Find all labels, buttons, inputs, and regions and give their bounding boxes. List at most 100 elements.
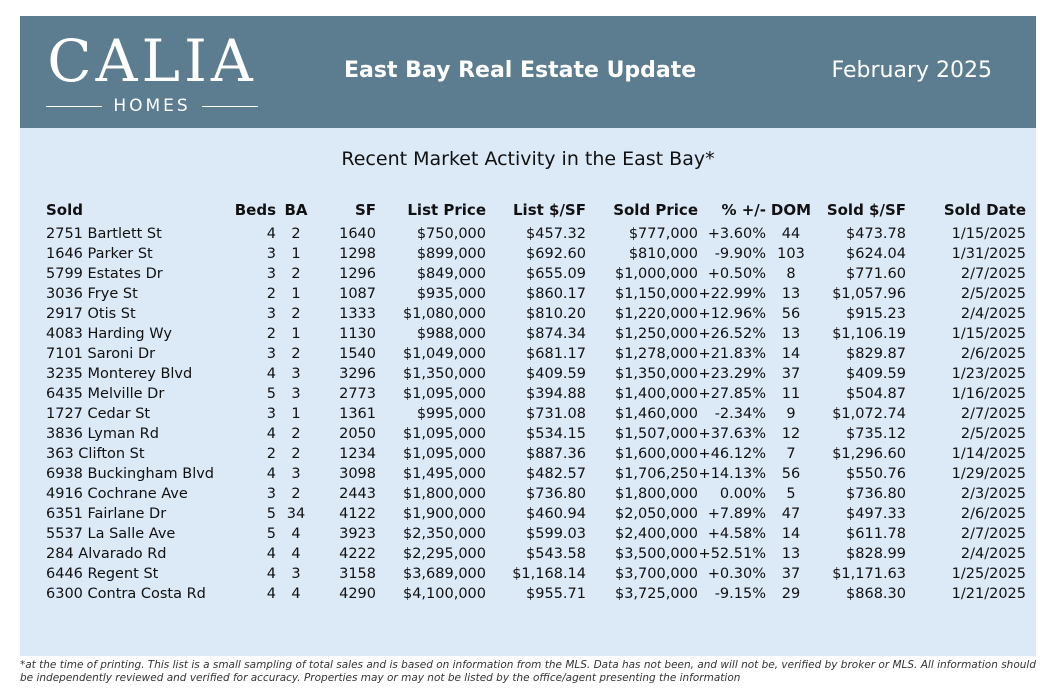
cell-list-price: $4,100,000 xyxy=(402,586,486,602)
cell-sold-date: 2/7/2025 xyxy=(960,406,1026,422)
cell-sold-price: $3,700,000 xyxy=(614,566,698,582)
cell-sold-price: $1,800,000 xyxy=(614,486,698,502)
cell-dom: 13 xyxy=(781,546,801,562)
cell-beds: 2 xyxy=(266,446,276,462)
cell-sf: 4290 xyxy=(339,586,376,602)
cell-list-price: $1,080,000 xyxy=(402,306,486,322)
cell-sold: 4083 Harding Wy xyxy=(46,326,172,342)
table-row: 6300 Contra Costa Rd 4 4 4290 $4,100,000 $955… xyxy=(46,584,1026,604)
column-header-beds: Beds xyxy=(234,201,276,219)
logo-wordmark: CALIA xyxy=(47,27,257,95)
cell-dom: 8 xyxy=(786,266,796,282)
cell-percent-change: +23.29% xyxy=(698,366,766,382)
cell-sold-price-per-sf: $497.33 xyxy=(846,506,906,522)
cell-list-price: $899,000 xyxy=(416,246,486,262)
table-row: 1646 Parker St 3 1 1298 $899,000 $692.60 $810,… xyxy=(46,244,1026,264)
column-header-list-price: List Price xyxy=(407,201,486,219)
cell-percent-change: +0.30% xyxy=(707,566,766,582)
cell-sold-date: 1/29/2025 xyxy=(951,466,1026,482)
cell-sold-date: 1/23/2025 xyxy=(951,366,1026,382)
cell-ba: 4 xyxy=(291,586,301,602)
cell-dom: 37 xyxy=(781,566,801,582)
cell-dom: 7 xyxy=(786,446,796,462)
cell-beds: 4 xyxy=(266,426,276,442)
cell-sold: 6300 Contra Costa Rd xyxy=(46,586,206,602)
cell-beds: 3 xyxy=(266,346,276,362)
cell-dom: 12 xyxy=(781,426,801,442)
cell-sold-price: $1,706,250 xyxy=(614,466,698,482)
cell-sold: 1646 Parker St xyxy=(46,246,153,262)
column-header-ba: BA xyxy=(284,201,308,219)
cell-sold-price-per-sf: $771.60 xyxy=(846,266,906,282)
cell-sf: 1333 xyxy=(339,306,376,322)
table-row: 5799 Estates Dr 3 2 1296 $849,000 $655.09 $1,0… xyxy=(46,264,1026,284)
cell-sold: 5537 La Salle Ave xyxy=(46,526,176,542)
cell-list-price-per-sf: $655.09 xyxy=(526,266,586,282)
cell-sold-price: $1,000,000 xyxy=(614,266,698,282)
cell-ba: 1 xyxy=(291,326,301,342)
cell-sold: 7101 Saroni Dr xyxy=(46,346,156,362)
cell-dom: 103 xyxy=(777,246,805,262)
cell-sf: 1130 xyxy=(339,326,376,342)
table-row: 3036 Frye St 2 1 1087 $935,000 $860.17 $1,150,… xyxy=(46,284,1026,304)
table-row: 4083 Harding Wy 2 1 1130 $988,000 $874.34 $1,2… xyxy=(46,324,1026,344)
cell-ba: 3 xyxy=(291,386,301,402)
cell-percent-change: +27.85% xyxy=(698,386,766,402)
cell-list-price-per-sf: $731.08 xyxy=(526,406,586,422)
cell-sold-date: 2/7/2025 xyxy=(960,526,1026,542)
cell-dom: 11 xyxy=(781,386,801,402)
cell-beds: 4 xyxy=(266,226,276,242)
column-header-dom: DOM xyxy=(770,201,812,219)
cell-sold-price: $777,000 xyxy=(628,226,698,242)
cell-sf: 1087 xyxy=(339,286,376,302)
cell-sold: 6938 Buckingham Blvd xyxy=(46,466,215,482)
cell-sold-price: $1,400,000 xyxy=(614,386,698,402)
cell-sold-price: $1,220,000 xyxy=(614,306,698,322)
cell-sold-price: $1,600,000 xyxy=(614,446,698,462)
cell-sold: 6435 Melville Dr xyxy=(46,386,165,402)
cell-percent-change: +22.99% xyxy=(698,286,766,302)
cell-sold: 3036 Frye St xyxy=(46,286,138,302)
cell-percent-change: -9.90% xyxy=(714,246,766,262)
cell-beds: 4 xyxy=(266,586,276,602)
cell-beds: 3 xyxy=(266,266,276,282)
cell-percent-change: +7.89% xyxy=(707,506,766,522)
cell-list-price: $1,900,000 xyxy=(402,506,486,522)
cell-sold: 4916 Cochrane Ave xyxy=(46,486,188,502)
logo-subtitle: HOMES xyxy=(113,96,191,116)
report-date: February 2025 xyxy=(831,58,992,83)
cell-list-price-per-sf: $681.17 xyxy=(526,346,586,362)
cell-sold: 3836 Lyman Rd xyxy=(46,426,159,442)
cell-beds: 3 xyxy=(266,306,276,322)
cell-sold-price-per-sf: $736.80 xyxy=(846,486,906,502)
cell-sf: 1296 xyxy=(339,266,376,282)
cell-sold-price-per-sf: $473.78 xyxy=(846,226,906,242)
cell-sold-price: $2,050,000 xyxy=(614,506,698,522)
cell-list-price-per-sf: $736.80 xyxy=(526,486,586,502)
cell-ba: 3 xyxy=(291,366,301,382)
cell-sold-price-per-sf: $829.87 xyxy=(846,346,906,362)
cell-sf: 1361 xyxy=(339,406,376,422)
cell-sold-price: $1,507,000 xyxy=(614,426,698,442)
cell-sold-price-per-sf: $1,057.96 xyxy=(832,286,906,302)
cell-sold-price: $1,278,000 xyxy=(614,346,698,362)
cell-list-price-per-sf: $860.17 xyxy=(526,286,586,302)
cell-sold-price: $3,500,000 xyxy=(614,546,698,562)
cell-beds: 4 xyxy=(266,366,276,382)
cell-sold-date: 2/6/2025 xyxy=(960,346,1026,362)
content-panel: Recent Market Activity in the East Bay* … xyxy=(20,128,1036,656)
cell-percent-change: +3.60% xyxy=(707,226,766,242)
cell-sold: 3235 Monterey Blvd xyxy=(46,366,193,382)
cell-list-price-per-sf: $482.57 xyxy=(526,466,586,482)
cell-sf: 1540 xyxy=(339,346,376,362)
cell-list-price: $1,800,000 xyxy=(402,486,486,502)
cell-sold: 363 Clifton St xyxy=(46,446,145,462)
cell-list-price: $935,000 xyxy=(416,286,486,302)
cell-sold-price: $1,350,000 xyxy=(614,366,698,382)
table-row: 1727 Cedar St 3 1 1361 $995,000 $731.08 $1,460… xyxy=(46,404,1026,424)
column-header-list-price-per-sf: List $/SF xyxy=(513,201,586,219)
cell-ba: 2 xyxy=(291,446,301,462)
cell-ba: 1 xyxy=(291,286,301,302)
cell-beds: 5 xyxy=(266,526,276,542)
table-row: 7101 Saroni Dr 3 2 1540 $1,049,000 $681.17 $1,… xyxy=(46,344,1026,364)
